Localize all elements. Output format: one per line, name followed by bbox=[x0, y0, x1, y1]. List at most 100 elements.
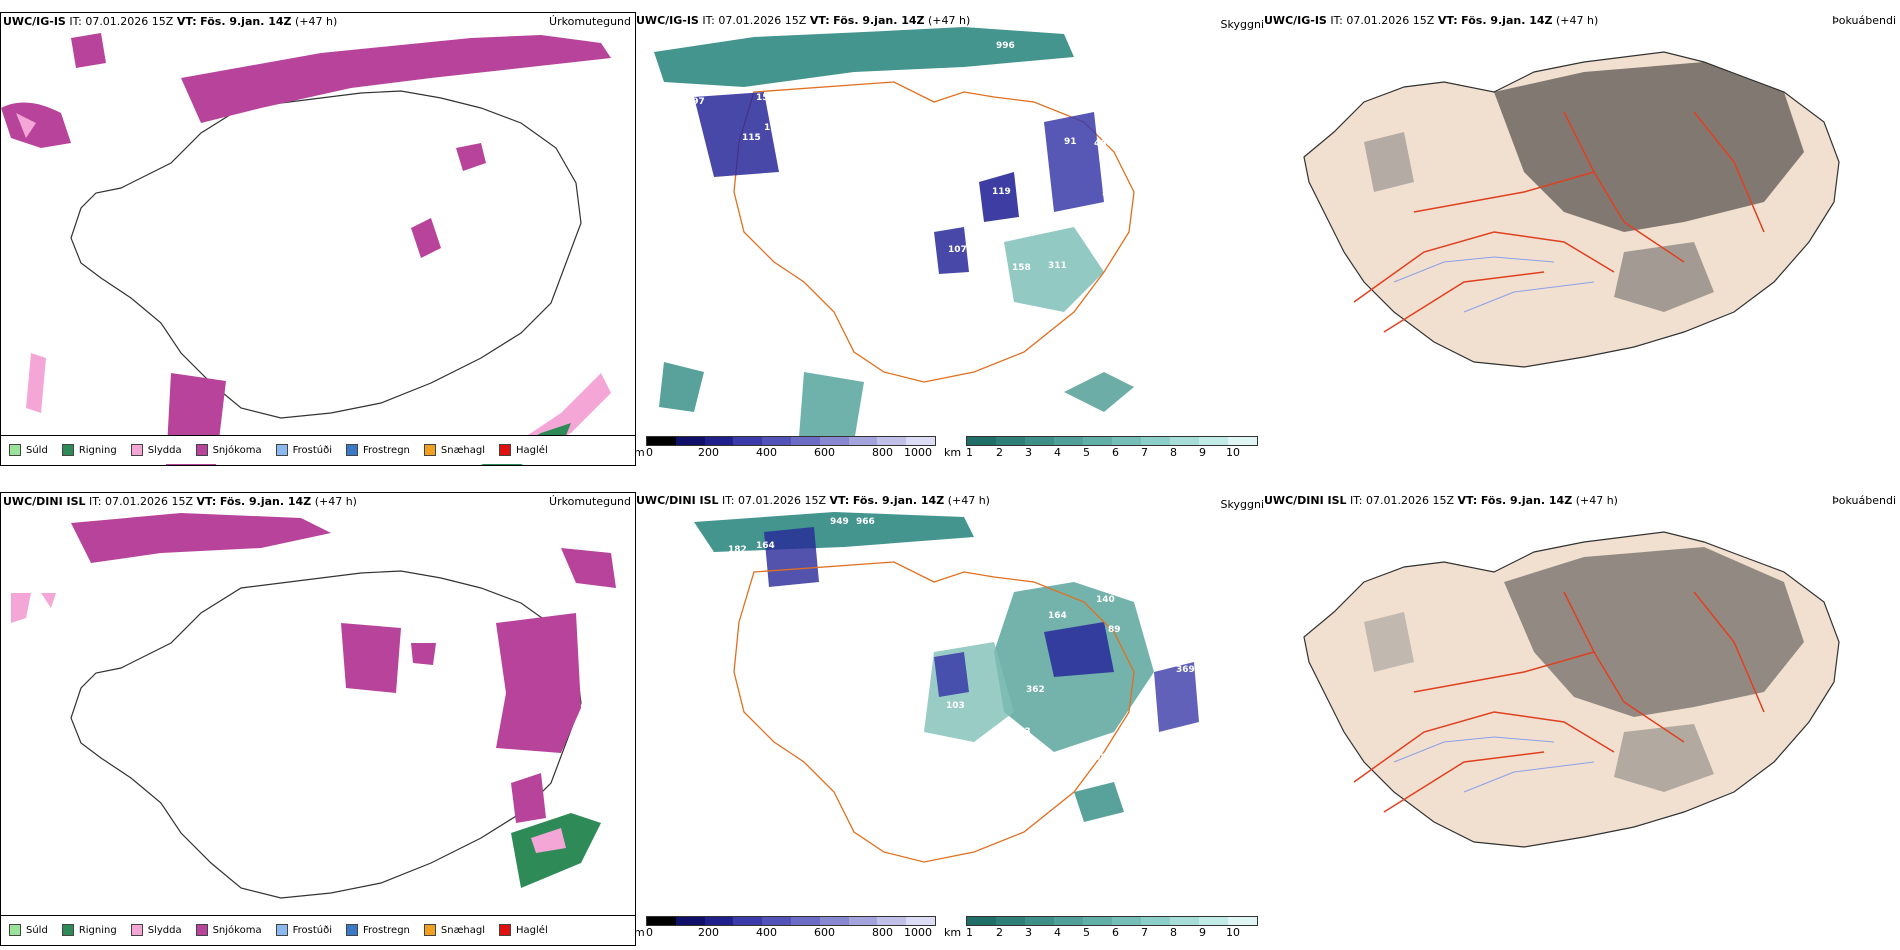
colorbar-tick: 7 bbox=[1141, 446, 1148, 459]
colorbar-scale bbox=[966, 916, 1258, 926]
colorbar-tick: 1 bbox=[966, 926, 973, 939]
cloud-base-label: 14 bbox=[1146, 263, 1159, 273]
cloud-base-label: 333 bbox=[1012, 727, 1031, 737]
colorbar-tick: 8 bbox=[1170, 926, 1177, 939]
panel-title: Skyggni bbox=[1220, 18, 1264, 31]
cloud-base-label: 997 bbox=[686, 97, 705, 107]
cloud-base-label: 591 bbox=[782, 123, 801, 133]
legend-item: Snæhagl bbox=[423, 444, 485, 456]
legend-item: Snjókoma bbox=[195, 444, 262, 456]
cloud-base-label: 85 bbox=[1102, 189, 1115, 199]
colorbar-scale bbox=[966, 436, 1258, 446]
cloud-base-label: 197 bbox=[664, 135, 683, 145]
colorbar-tick: 9 bbox=[1199, 446, 1206, 459]
panel-header: UWC/DINI ISL IT: 07.01.2026 15Z VT: Fös.… bbox=[636, 494, 990, 507]
colorbar-tick: 3 bbox=[1025, 926, 1032, 939]
panel-title: Þokuábendi bbox=[1832, 494, 1896, 507]
colorbar-tick: 1000 bbox=[904, 926, 932, 939]
visibility-panel-bottom: 949 966 182 164 130 140 96 164 89 207 57… bbox=[634, 492, 1264, 944]
cloud-base-label: 464 bbox=[1094, 139, 1113, 149]
legend-item: Frostúði bbox=[275, 444, 332, 456]
cloud-base-label: 579 bbox=[1146, 633, 1165, 643]
colorbar-tick: 9 bbox=[1199, 926, 1206, 939]
cloud-base-label: 198 bbox=[1088, 753, 1107, 763]
cloud-base-label: 115 bbox=[742, 133, 761, 143]
legend-item: Snæhagl bbox=[423, 924, 485, 936]
cloud-base-label: 38 bbox=[1168, 185, 1181, 195]
colorbar-scale bbox=[646, 916, 936, 926]
panel-header: UWC/DINI ISL IT: 07.01.2026 15Z VT: Fös.… bbox=[1264, 494, 1618, 507]
cloud-base-labels: 997 996 968 208 936 942 159 603 115 121 … bbox=[664, 41, 1181, 345]
cloud-base-labels: 949 966 182 164 130 140 96 164 89 207 57… bbox=[728, 517, 1195, 855]
precip-type-panel-bottom: UWC/DINI ISL IT: 07.01.2026 15Z VT: Fös.… bbox=[0, 492, 636, 946]
colorbar-tick: 0 bbox=[646, 446, 653, 459]
colorbar-tick: 2 bbox=[996, 446, 1003, 459]
legend-item: Rigning bbox=[61, 924, 117, 936]
colorbar-tick: 8 bbox=[1170, 446, 1177, 459]
fog-indicator-panel-top: UWC/IG-IS IT: 07.01.2026 15Z VT: Fös. 9.… bbox=[1264, 12, 1900, 464]
cloud-base-label: 942 bbox=[920, 79, 939, 89]
colorbar-tick: 10 bbox=[1226, 446, 1240, 459]
precip-map-top bbox=[1, 33, 611, 465]
colorbar-scale bbox=[646, 436, 936, 446]
colorbar-tick: 1000 bbox=[904, 446, 932, 459]
cloud-base-label: 747 bbox=[1134, 705, 1153, 715]
colorbar-tick: 6 bbox=[1112, 926, 1119, 939]
panel-header: UWC/DINI ISL IT: 07.01.2026 15Z VT: Fös.… bbox=[3, 495, 357, 508]
colorbar-unit: m bbox=[634, 926, 645, 939]
visibility-panel-top: 997 996 968 208 936 942 159 603 115 121 … bbox=[634, 12, 1264, 464]
cloud-base-label: 311 bbox=[1048, 261, 1067, 271]
cloud-base-label: 968 bbox=[1144, 49, 1163, 59]
cloud-base-label: 164 bbox=[1048, 611, 1067, 621]
cloud-base-label: 121 bbox=[764, 123, 783, 133]
fog-indicator-panel-bottom: UWC/DINI ISL IT: 07.01.2026 15Z VT: Fös.… bbox=[1264, 492, 1900, 944]
cloud-base-label: 182 bbox=[728, 545, 747, 555]
visibility-map-bottom: 949 966 182 164 130 140 96 164 89 207 57… bbox=[694, 512, 1199, 863]
colorbar-tick: 200 bbox=[698, 926, 719, 939]
cloud-base-label: 996 bbox=[996, 41, 1015, 51]
precip-map-bottom bbox=[11, 513, 616, 899]
legend-item: Frostregn bbox=[346, 444, 410, 456]
precip-type-panel-top: UWC/IG-IS IT: 07.01.2026 15Z VT: Fös. 9.… bbox=[0, 12, 636, 466]
cloud-base-label: 362 bbox=[1026, 685, 1045, 695]
colorbar-tick: 7 bbox=[1141, 926, 1148, 939]
cloud-base-label: 966 bbox=[856, 517, 875, 527]
cloud-base-label: 130 bbox=[1096, 581, 1115, 591]
cloud-base-label: 10 bbox=[1062, 335, 1075, 345]
cloud-base-label: 20 bbox=[1050, 213, 1063, 223]
colorbar-tick: 400 bbox=[756, 446, 777, 459]
legend-item: Snjókoma bbox=[195, 924, 262, 936]
panel-header: UWC/IG-IS IT: 07.01.2026 15Z VT: Fös. 9.… bbox=[636, 14, 971, 27]
colorbar-tick: 3 bbox=[1025, 446, 1032, 459]
panel-title: Þokuábendi bbox=[1832, 14, 1896, 27]
legend-item: Frostregn bbox=[346, 924, 410, 936]
cloud-base-label: 146 bbox=[774, 143, 793, 153]
cloud-base-label: 107 bbox=[948, 245, 967, 255]
fog-map-top bbox=[1303, 51, 1840, 368]
cloud-base-label: 159 bbox=[756, 93, 775, 103]
cloud-base-colorbar: m 0 200 400 600 800 1000 bbox=[634, 436, 944, 462]
colorbar-tick: 200 bbox=[698, 446, 719, 459]
colorbar-tick: 4 bbox=[1054, 926, 1061, 939]
panel-header: UWC/IG-IS IT: 07.01.2026 15Z VT: Fös. 9.… bbox=[1264, 14, 1599, 27]
cloud-base-label: 620 bbox=[802, 123, 821, 133]
colorbar-unit: km bbox=[944, 926, 962, 939]
legend-item: Súld bbox=[9, 444, 48, 456]
legend-item: Haglél bbox=[499, 444, 548, 456]
cloud-base-label: 207 bbox=[1154, 607, 1173, 617]
cloud-base-label: 119 bbox=[992, 187, 1011, 197]
colorbar-tick: 800 bbox=[872, 926, 893, 939]
colorbar-tick: 400 bbox=[756, 926, 777, 939]
colorbar-tick: 600 bbox=[814, 926, 835, 939]
cloud-base-label: 164 bbox=[756, 541, 775, 551]
colorbar-unit: m bbox=[634, 446, 645, 459]
colorbar-tick: 600 bbox=[814, 446, 835, 459]
visibility-colorbar: km 1 2 3 4 5 6 7 8 9 10 bbox=[944, 436, 1264, 462]
cloud-base-label: 208 bbox=[1044, 59, 1063, 69]
legend-item: Frostúði bbox=[275, 924, 332, 936]
cloud-base-label: 91 bbox=[1064, 137, 1077, 147]
legend-item: Slydda bbox=[130, 924, 182, 936]
visibility-map-top: 997 996 968 208 936 942 159 603 115 121 … bbox=[654, 27, 1181, 442]
legend-item: Slydda bbox=[130, 444, 182, 456]
fog-map-bottom bbox=[1303, 531, 1840, 848]
